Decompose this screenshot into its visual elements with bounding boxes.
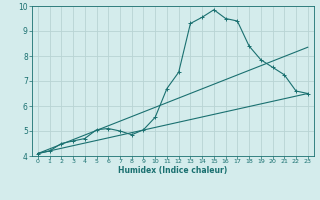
X-axis label: Humidex (Indice chaleur): Humidex (Indice chaleur) (118, 166, 228, 175)
